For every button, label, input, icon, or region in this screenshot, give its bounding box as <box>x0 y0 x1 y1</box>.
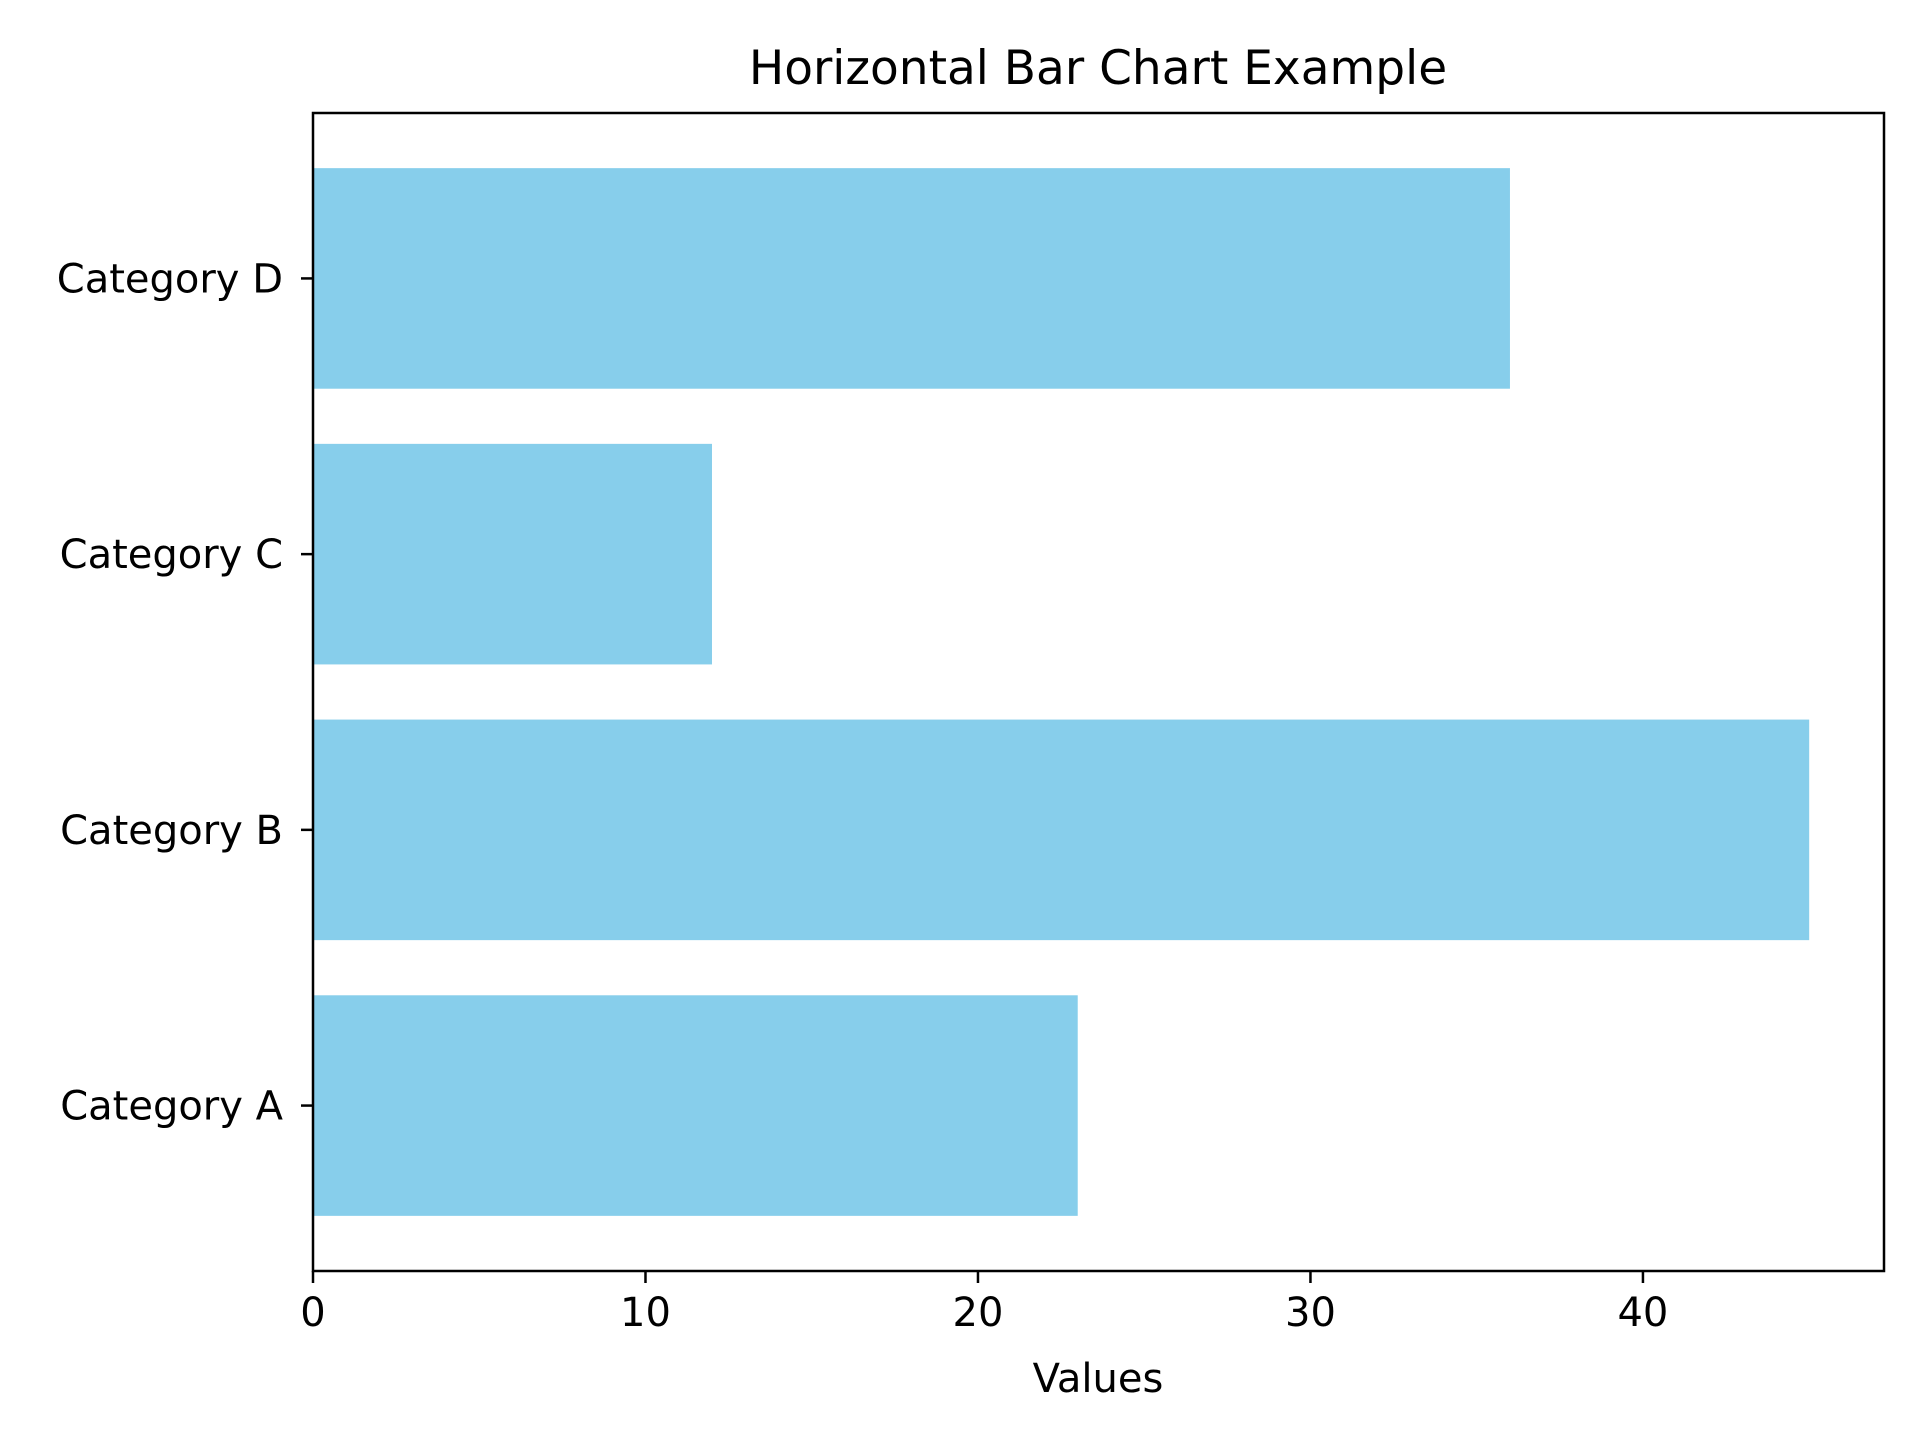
y-axis: Category A Category B Category C Category D <box>57 256 313 1130</box>
bars-layer <box>313 168 1810 1216</box>
x-tick-label: 40 <box>1617 1290 1668 1336</box>
x-tick-label: 30 <box>1285 1290 1336 1336</box>
y-tick-label: Category D <box>57 256 283 302</box>
bar-category-b <box>313 719 1810 941</box>
x-tick-label: 0 <box>300 1290 325 1336</box>
bar-category-a <box>313 995 1078 1216</box>
chart-title: Horizontal Bar Chart Example <box>749 41 1447 96</box>
bar-category-d <box>313 168 1510 389</box>
bar-category-c <box>313 443 712 665</box>
x-tick-label: 20 <box>953 1290 1004 1336</box>
x-axis: 0 10 20 30 40 <box>300 1271 1668 1336</box>
x-tick-label: 10 <box>620 1290 671 1336</box>
y-tick-label: Category C <box>60 532 283 578</box>
plot-frame <box>311 111 1886 1273</box>
x-axis-label: Values <box>1033 1356 1164 1402</box>
y-tick-label: Category A <box>60 1084 283 1130</box>
y-tick-label: Category B <box>60 808 283 854</box>
